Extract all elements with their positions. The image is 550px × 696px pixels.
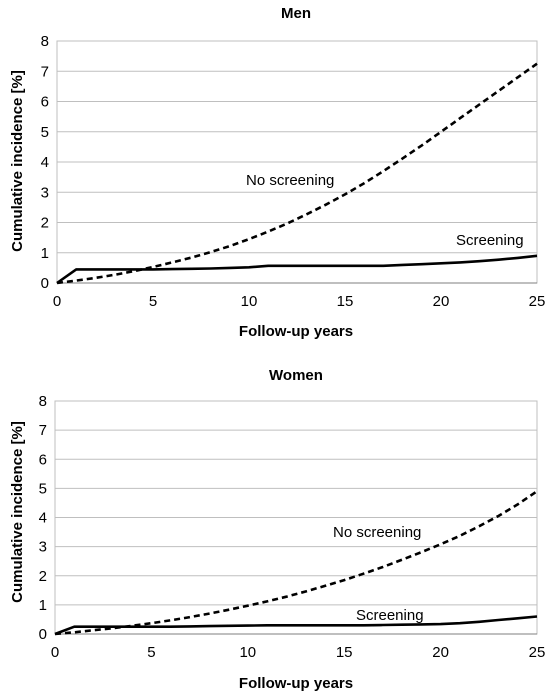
- y-tick-label: 5: [39, 480, 47, 497]
- y-tick-label: 7: [41, 63, 49, 80]
- y-tick-label: 3: [41, 184, 49, 201]
- x-tick-label: 0: [53, 293, 61, 310]
- x-tick-label: 15: [337, 293, 354, 310]
- series-line-screening: [54, 615, 538, 636]
- series-label-no-screening: No screening: [246, 172, 334, 189]
- y-tick-label: 8: [39, 393, 47, 410]
- x-axis-label: Follow-up years: [239, 675, 353, 692]
- y-tick-label: 4: [41, 154, 49, 171]
- y-axis-label: Cumulative incidence [%]: [9, 421, 26, 603]
- x-tick-label: 5: [147, 644, 155, 661]
- y-tick-label: 6: [41, 94, 49, 111]
- x-tick-label: 25: [529, 293, 546, 310]
- y-tick-label: 0: [39, 626, 47, 643]
- x-tick-label: 10: [241, 293, 258, 310]
- chart-men: Men Cumulative incidence [%] Follow-up y…: [9, 5, 545, 340]
- chart-women: Women Cumulative incidence [%] Follow-up…: [9, 367, 545, 692]
- x-tick-label: 25: [529, 644, 546, 661]
- y-tick-label: 2: [41, 215, 49, 232]
- series-label-screening: Screening: [456, 232, 524, 249]
- y-tick-label: 1: [41, 245, 49, 262]
- y-tick-label: 7: [39, 422, 47, 439]
- x-tick-label: 20: [433, 293, 450, 310]
- y-tick-label: 3: [39, 539, 47, 556]
- series-label-no-screening: No screening: [333, 524, 421, 541]
- y-tick-label: 2: [39, 568, 47, 585]
- chart-title: Men: [281, 5, 311, 22]
- y-tick-label: 1: [39, 597, 47, 614]
- series-line-no-screening: [54, 490, 538, 636]
- y-tick-label: 0: [41, 275, 49, 292]
- chart-title: Women: [269, 367, 323, 384]
- series-label-screening: Screening: [356, 607, 424, 624]
- x-tick-label: 0: [51, 644, 59, 661]
- y-tick-label: 8: [41, 33, 49, 50]
- y-tick-label: 5: [41, 124, 49, 141]
- x-tick-label: 20: [432, 644, 449, 661]
- x-axis-label: Follow-up years: [239, 323, 353, 340]
- y-tick-label: 6: [39, 451, 47, 468]
- y-tick-label: 4: [39, 510, 47, 527]
- x-tick-label: 10: [239, 644, 256, 661]
- series-line-screening: [56, 254, 538, 285]
- x-tick-label: 5: [149, 293, 157, 310]
- y-axis-label: Cumulative incidence [%]: [9, 70, 26, 252]
- x-tick-label: 15: [336, 644, 353, 661]
